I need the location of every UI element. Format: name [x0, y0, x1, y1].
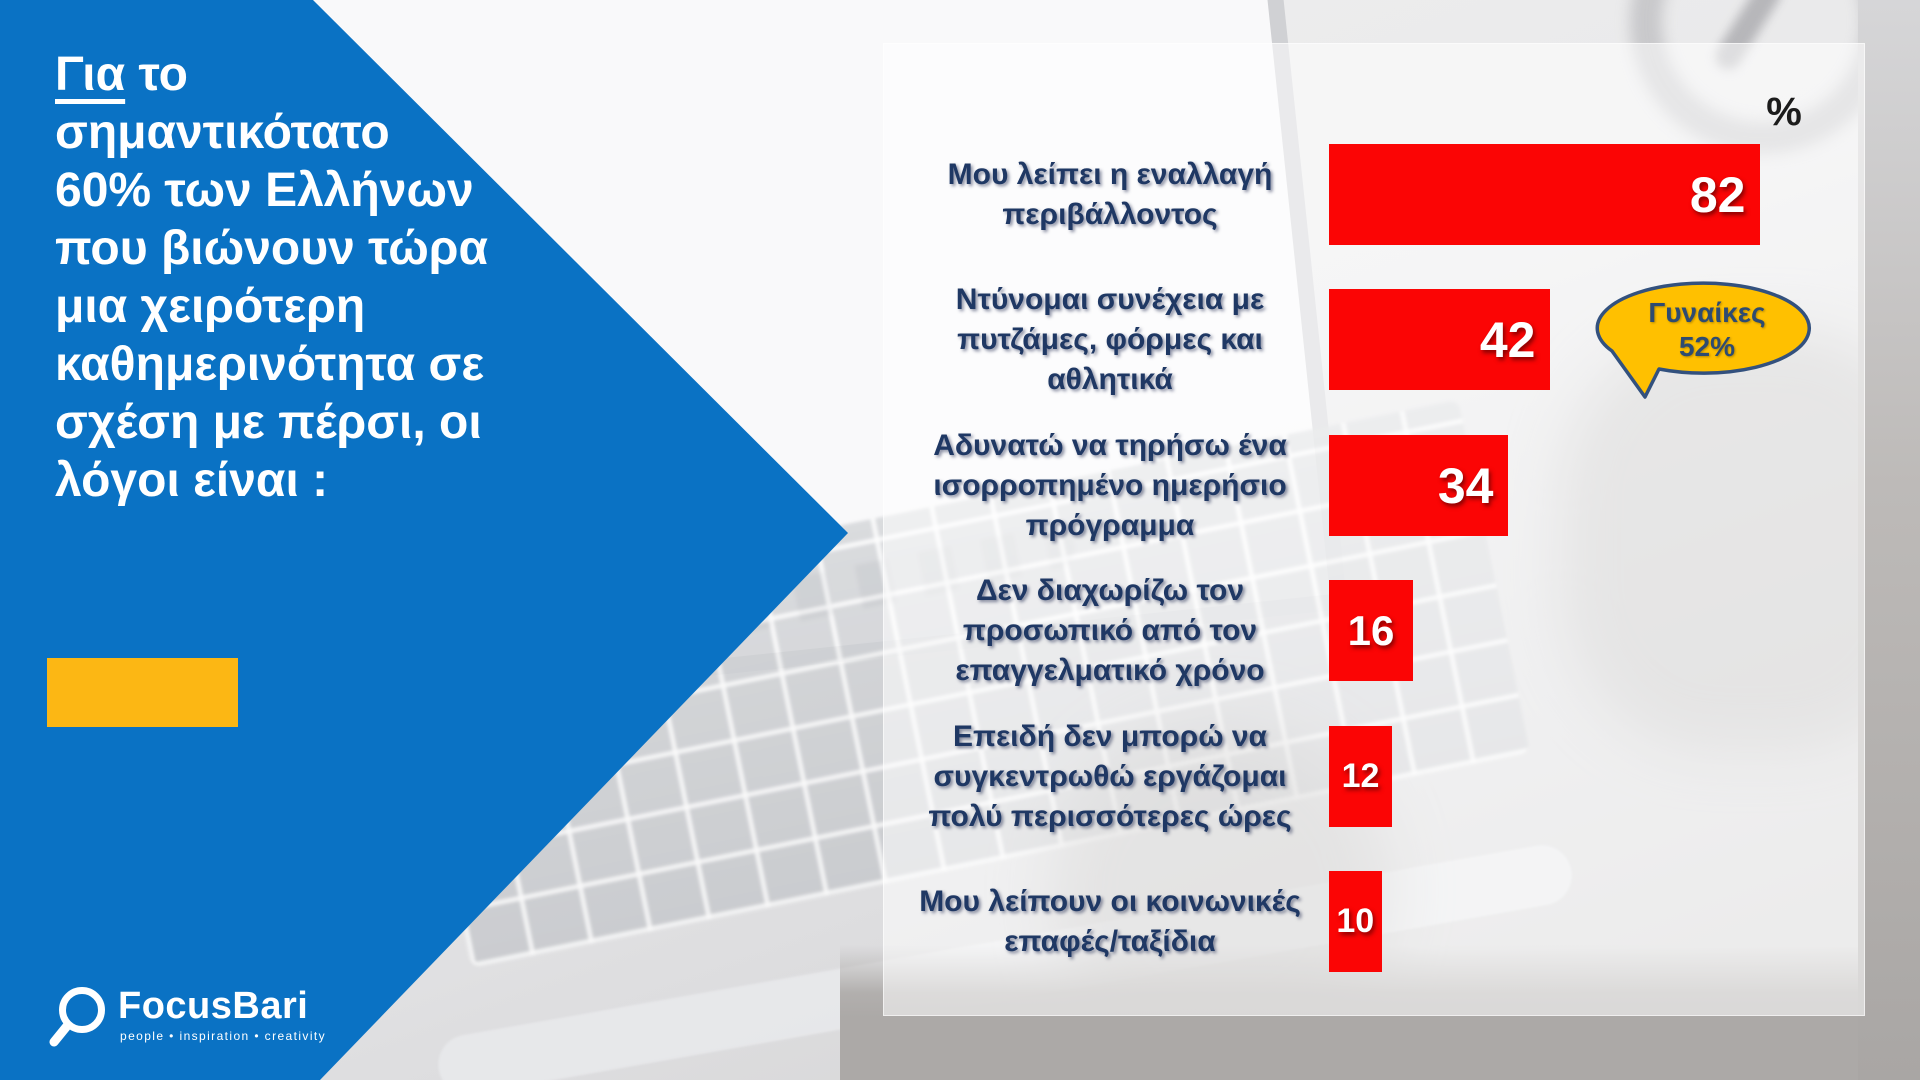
title-underlined-word: Για — [55, 48, 126, 101]
speech-bubble — [1595, 281, 1812, 399]
title-line-1: Για το — [55, 46, 525, 104]
brand-logo: FocusBari people • inspiration • creativ… — [48, 986, 326, 1050]
chart-row: Αδυνατώ να τηρήσω ένα ισορροπημένο ημερή… — [884, 429, 1864, 542]
brand-name: FocusBari — [118, 985, 309, 1027]
bar-label: Αδυνατώ να τηρήσω ένα ισορροπημένο ημερή… — [933, 428, 1287, 542]
chart-panel: % Μου λείπει η εναλλαγή περιβάλλοντος 82 Ν… — [883, 43, 1865, 1016]
chart-rows: Μου λείπει η εναλλαγή περιβάλλοντος 82 Ντύ… — [884, 44, 1864, 1015]
title-rest-lines: σημαντικότατο 60% των Ελλήνων που βιώνου… — [55, 106, 489, 507]
bar-value: 16 — [1347, 606, 1395, 654]
bar-label: Δεν διαχωρίζω τον προσωπικό από τον επαγ… — [955, 573, 1265, 687]
bar-label: Μου λείπουν οι κοινωνικές επαφές/ταξίδια — [919, 884, 1301, 958]
bar-label: Ντύνομαι συνέχεια με πυτζάμες, φόρμες κα… — [955, 282, 1265, 396]
accent-rectangle — [47, 658, 238, 727]
bar: 82 — [1329, 144, 1760, 245]
slide-title: Για το σημαντικότατο 60% των Ελλήνων που… — [55, 46, 525, 510]
chart-row: Μου λείπουν οι κοινωνικές επαφές/ταξίδια… — [884, 871, 1864, 972]
chart-row: Ντύνομαι συνέχεια με πυτζάμες, φόρμες κα… — [884, 283, 1864, 396]
bar-label: Επειδή δεν μπορώ να συγκεντρωθώ εργάζομα… — [928, 719, 1292, 833]
title-line-1-rest: το — [125, 48, 188, 101]
bar-value: 82 — [1689, 166, 1746, 223]
speech-bubble-text: Γυναίκες 52% — [1598, 296, 1816, 364]
chart-row: Μου λείπει η εναλλαγή περιβάλλοντος 82 — [884, 144, 1864, 245]
brand-tagline: people • inspiration • creativity — [120, 1029, 327, 1043]
photo-right-strip — [1858, 0, 1920, 1080]
percent-axis-label: % — [1766, 90, 1802, 134]
bar-label: Μου λείπει η εναλλαγή περιβάλλοντος — [947, 157, 1273, 231]
bar-value: 34 — [1437, 457, 1494, 514]
chart-row: Δεν διαχωρίζω τον προσωπικό από τον επαγ… — [884, 574, 1864, 687]
bubble-line-1: Γυναίκες — [1648, 297, 1766, 328]
chart-row: Επειδή δεν μπορώ να συγκεντρωθώ εργάζομα… — [884, 720, 1864, 833]
bar: 12 — [1329, 726, 1392, 827]
bar: 16 — [1329, 580, 1413, 681]
speech-bubble-shape — [1595, 281, 1812, 399]
bar: 34 — [1329, 435, 1508, 536]
bar-value: 10 — [1336, 902, 1375, 940]
magnifier-icon — [49, 987, 105, 1047]
bubble-line-2: 52% — [1678, 331, 1736, 362]
bar-value: 12 — [1341, 757, 1380, 795]
bar: 42 — [1329, 289, 1550, 390]
bar: 10 — [1329, 871, 1382, 972]
bar-value: 42 — [1479, 311, 1536, 368]
